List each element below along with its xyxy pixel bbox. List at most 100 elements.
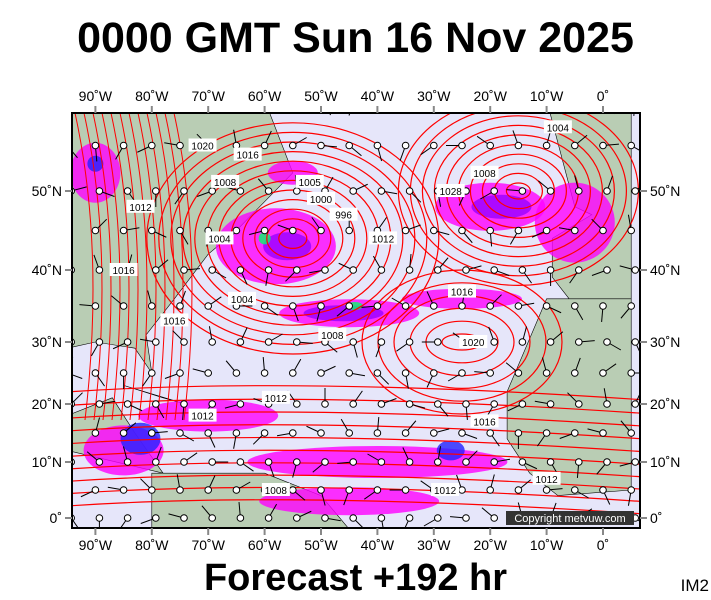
station-circle <box>458 429 466 437</box>
isobar <box>421 115 616 267</box>
station-circle <box>95 400 104 408</box>
station-circle <box>68 97 75 104</box>
station-circle <box>401 302 410 310</box>
isobar-label: 1012 <box>434 486 457 497</box>
isobar <box>72 449 640 465</box>
station-circle <box>119 226 128 235</box>
station-circle <box>603 187 611 195</box>
station-circle <box>542 226 551 235</box>
station-circle <box>208 266 216 274</box>
station-circle <box>349 266 358 274</box>
station-circle <box>603 400 611 408</box>
station-circle <box>236 400 245 408</box>
station-circle <box>405 266 414 274</box>
precipitation-area <box>534 182 615 263</box>
station-circle <box>571 369 579 377</box>
station-circle <box>430 302 438 310</box>
isobar-label-bg <box>188 408 217 422</box>
station-circle <box>180 458 188 466</box>
isobar <box>72 398 640 414</box>
isobar-label-bg <box>261 483 290 496</box>
station-circle <box>401 486 410 494</box>
station-circle <box>176 429 184 437</box>
station-circle <box>434 338 442 346</box>
wind-barb <box>67 215 70 231</box>
isobar-label-bg <box>205 231 234 245</box>
isobar <box>72 499 640 515</box>
station-circle <box>462 514 470 522</box>
lon-tick-label: 70˚W <box>191 537 225 553</box>
lat-tick-label: 40˚N <box>32 262 62 278</box>
station-circle <box>180 514 188 522</box>
station-circle <box>518 400 527 408</box>
station-circle <box>180 400 188 408</box>
station-circle <box>119 141 128 150</box>
station-circle <box>546 187 555 195</box>
station-circle <box>377 458 386 466</box>
map-frame <box>71 112 641 529</box>
isobar-label: 1008 <box>473 169 496 180</box>
station-circle <box>377 338 386 346</box>
station-circle <box>458 141 466 150</box>
isobar-label-bg <box>307 191 335 205</box>
isobar-label-bg <box>160 313 189 327</box>
station-circle <box>264 187 273 195</box>
isobar <box>128 113 148 421</box>
station-circle <box>434 266 442 274</box>
station-circle <box>406 97 413 104</box>
station-circle <box>152 400 160 408</box>
isobar <box>74 113 94 421</box>
station-circle <box>152 514 160 522</box>
station-circle <box>519 97 526 104</box>
lon-tick-label: 80˚W <box>135 88 169 104</box>
isobar-label-bg <box>448 284 476 298</box>
station-circle <box>575 458 583 466</box>
station-circle <box>208 338 216 346</box>
station-circle <box>514 141 523 150</box>
station-circle <box>401 429 410 437</box>
wind-barb <box>112 99 128 100</box>
station-circle <box>123 187 132 195</box>
station-circle <box>514 369 523 377</box>
station-circle <box>373 429 382 437</box>
isobar <box>92 113 112 421</box>
isobar <box>254 208 332 269</box>
station-circle <box>518 266 527 274</box>
station-circle <box>289 141 297 150</box>
station-circle <box>599 141 607 150</box>
isobar-label-bg <box>109 263 138 276</box>
wind-barb <box>64 100 71 115</box>
station-circle <box>176 486 184 494</box>
station-circle <box>91 141 100 150</box>
station-circle <box>518 338 527 346</box>
station-circle <box>176 369 184 377</box>
isobar-label-bg <box>318 327 347 341</box>
station-circle <box>518 187 527 195</box>
lat-tick-label: 0˚ <box>50 510 62 526</box>
lon-tick-label: 40˚W <box>361 88 395 104</box>
station-circle <box>434 514 442 522</box>
station-circle <box>627 141 636 150</box>
lon-tick-label: 10˚W <box>530 88 564 104</box>
station-circle <box>575 338 583 346</box>
lon-tick-label: 50˚W <box>304 88 338 104</box>
lon-tick-label: 30˚W <box>417 88 451 104</box>
station-circle <box>462 458 470 466</box>
station-circle <box>377 266 386 274</box>
station-circle <box>373 486 382 494</box>
isobar-label: 1000 <box>310 195 333 206</box>
copyright-text: Copyright metvuw.com <box>514 513 625 525</box>
lon-tick-label: 50˚W <box>304 537 338 553</box>
isobar <box>158 131 428 345</box>
isobar-label: 1004 <box>231 295 254 306</box>
station-circle <box>317 226 325 235</box>
station-circle <box>542 302 551 310</box>
station-circle <box>260 226 269 235</box>
station-circle <box>119 369 128 377</box>
station-circle <box>599 369 607 377</box>
lon-tick-label: 90˚W <box>79 537 113 553</box>
station-circle <box>377 400 386 408</box>
isobar-label: 996 <box>335 211 352 222</box>
station-circle <box>401 369 410 377</box>
station-circle <box>377 514 386 522</box>
